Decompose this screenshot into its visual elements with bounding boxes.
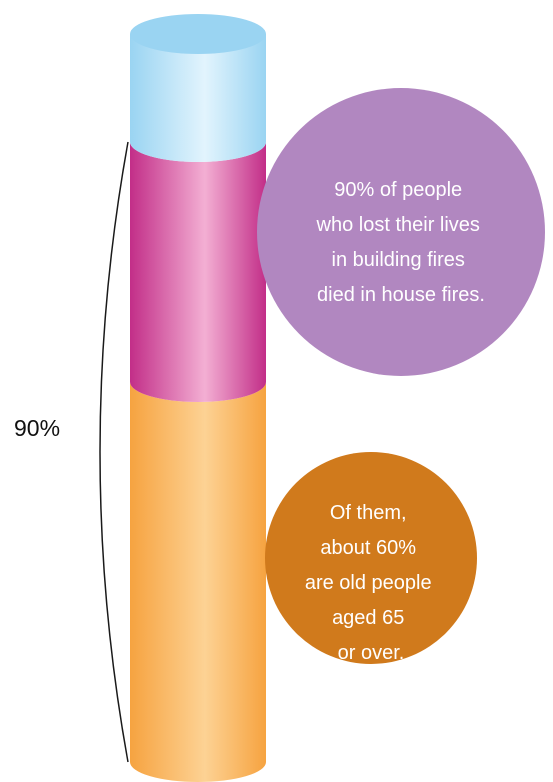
callout-1-line: in building fires xyxy=(332,249,465,271)
callout-2-line: about 60% xyxy=(320,537,416,559)
callout-1-line: 90% of people xyxy=(334,179,462,201)
callout-2-line: or over. xyxy=(338,642,405,664)
callout-1-line: died in house fires. xyxy=(317,284,485,306)
bracket-label: 90% xyxy=(14,415,60,441)
callout-2-line: aged 65 xyxy=(332,607,404,629)
segment-orange xyxy=(130,382,266,782)
segment-magenta xyxy=(130,142,266,402)
cylinder-top xyxy=(130,14,266,54)
callout-2-line: are old people xyxy=(305,572,432,594)
bracket xyxy=(99,141,129,763)
callout-circle-1 xyxy=(257,88,545,376)
callout-1-line: who lost their lives xyxy=(316,214,480,236)
callout-2-line: Of them, xyxy=(330,502,407,524)
callout-circle-2 xyxy=(265,452,477,664)
segment-blue xyxy=(130,34,266,162)
callout-text-1: 90% of people who lost their lives in bu… xyxy=(316,179,486,306)
callout-text-2: Of them, about 60% are old people aged 6… xyxy=(305,502,437,664)
